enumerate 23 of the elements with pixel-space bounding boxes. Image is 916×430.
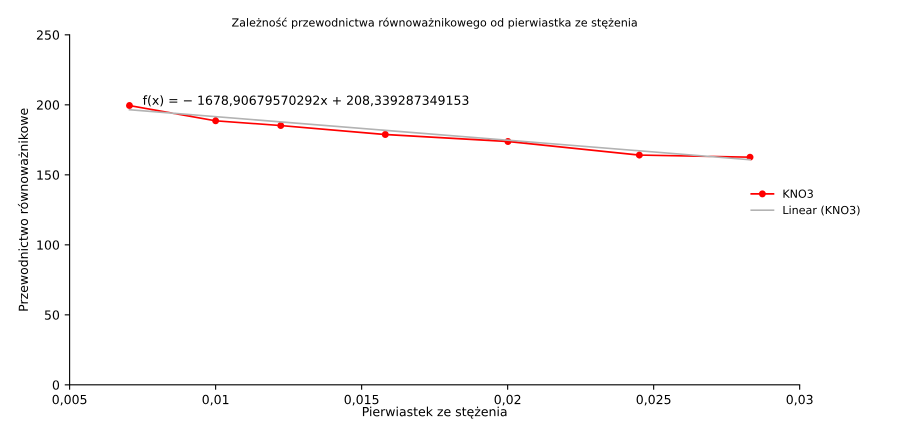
x-tick-label: 0,025 — [636, 394, 670, 406]
chart-title: Zależność przewodnictwa równoważnikowego od pierwiastka ze stężenia — [232, 18, 637, 29]
point — [212, 117, 220, 124]
point — [277, 122, 284, 130]
legend-label: Linear (KNO3) — [783, 206, 860, 216]
point — [382, 131, 389, 138]
x-tick-label: 0,01 — [202, 394, 228, 406]
x-tick-label: 0,005 — [52, 394, 86, 406]
y-tick-label: 50 — [44, 310, 60, 320]
y-axis-title: Przewodnictwo równoważnikowe — [18, 108, 28, 311]
y-tick-label: 150 — [37, 170, 60, 180]
point — [126, 102, 133, 110]
annotation: f(x) = − 1678,90679570292x + 208,339287349153 — [142, 95, 468, 106]
x-tick-label: 0,015 — [344, 394, 378, 406]
y-tick-label: 0 — [52, 380, 60, 390]
y-tick-label: 200 — [36, 100, 60, 110]
y-tick-label: 250 — [36, 30, 60, 40]
legend-label: KNO3 — [783, 190, 813, 198]
x-axis-title: Pierwiastek ze stężenia — [362, 406, 506, 419]
point — [636, 152, 643, 159]
x-tick-label: 0,03 — [786, 394, 813, 406]
y-tick-label: 100 — [37, 240, 60, 250]
x-tick-label: 0,02 — [494, 394, 520, 406]
